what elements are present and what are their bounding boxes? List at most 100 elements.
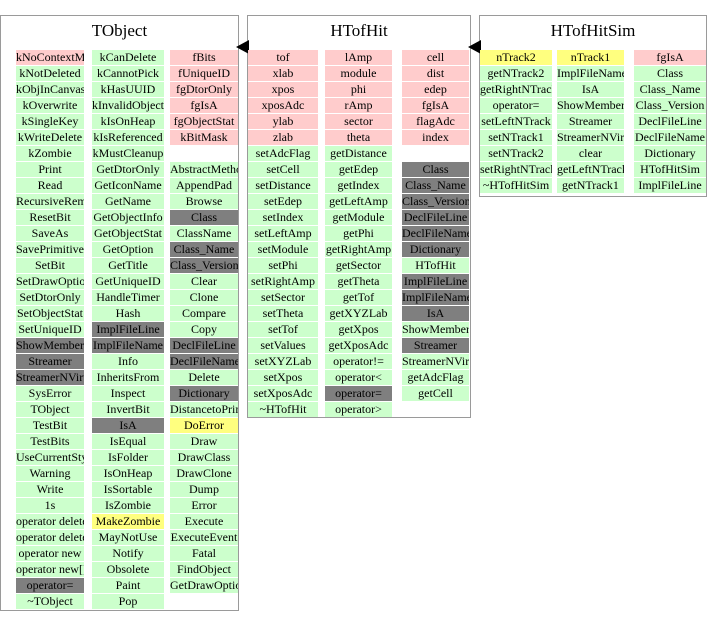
member-cell: fgIsA bbox=[402, 98, 469, 113]
member-cell: sector bbox=[325, 114, 392, 129]
member-cell: Warning bbox=[16, 466, 84, 481]
member-cell: Info bbox=[92, 354, 164, 369]
member-cell: SysError bbox=[16, 386, 84, 401]
member-cell: setValues bbox=[248, 338, 318, 353]
member-cell: index bbox=[402, 130, 469, 145]
member-cell: getLeftAmp bbox=[325, 194, 392, 209]
member-cell: IsA bbox=[402, 306, 469, 321]
member-cell: ~TObject bbox=[16, 594, 84, 609]
member-cell: kIsReferenced bbox=[92, 130, 164, 145]
member-cell: Copy bbox=[170, 322, 238, 337]
member-cell: ImplFileName bbox=[92, 338, 164, 353]
member-cell: GetDtorOnly bbox=[92, 162, 164, 177]
member-cell: kSingleKey bbox=[16, 114, 84, 129]
member-cell: IsZombie bbox=[92, 498, 164, 513]
member-cell: Fatal bbox=[170, 546, 238, 561]
member-cell: zlab bbox=[248, 130, 318, 145]
member-cell: Dictionary bbox=[402, 242, 469, 257]
member-cell: getIndex bbox=[325, 178, 392, 193]
member-cell: DeclFileName bbox=[402, 226, 469, 241]
member-cell: Class bbox=[402, 162, 469, 177]
member-cell: setNTrack1 bbox=[480, 130, 552, 145]
member-cell: SavePrimitive bbox=[16, 242, 84, 257]
member-cell: SaveAs bbox=[16, 226, 84, 241]
member-cell: GetObjectInfo bbox=[92, 210, 164, 225]
member-cell: getNTrack2 bbox=[480, 66, 552, 81]
member-cell: getCell bbox=[402, 386, 469, 401]
member-cell: GetIconName bbox=[92, 178, 164, 193]
member-cell: setRightAmp bbox=[248, 274, 318, 289]
member-cell: kBitMask bbox=[170, 130, 238, 145]
member-cell: Paint bbox=[92, 578, 164, 593]
member-cell: theta bbox=[325, 130, 392, 145]
member-cell: setEdep bbox=[248, 194, 318, 209]
member-cell: nTrack2 bbox=[480, 50, 552, 65]
member-cell: Dictionary bbox=[634, 146, 706, 161]
member-cell: Write bbox=[16, 482, 84, 497]
class-title: TObject bbox=[91, 21, 148, 40]
member-cell: kZombie bbox=[16, 146, 84, 161]
member-cell: Notify bbox=[92, 546, 164, 561]
member-cell: clear bbox=[557, 146, 624, 161]
member-cell: xposAdc bbox=[248, 98, 318, 113]
member-cell: GetDrawOption bbox=[170, 578, 238, 593]
member-cell: setTheta bbox=[248, 306, 318, 321]
member-cell: nTrack1 bbox=[557, 50, 624, 65]
member-cell: IsOnHeap bbox=[92, 466, 164, 481]
member-cell: Class_Version bbox=[634, 98, 706, 113]
member-cell: ClassName bbox=[170, 226, 238, 241]
member-cell: SetDtorOnly bbox=[16, 290, 84, 305]
member-cell: Streamer bbox=[557, 114, 624, 129]
member-cell: getTof bbox=[325, 290, 392, 305]
member-cell: 1s bbox=[16, 498, 84, 513]
member-cell: Delete bbox=[170, 370, 238, 385]
member-cell: operator new[] bbox=[16, 562, 84, 577]
member-cell: operator= bbox=[16, 578, 84, 593]
member-cell: dist bbox=[402, 66, 469, 81]
member-cell: getRightNTrack bbox=[480, 82, 552, 97]
member-cell: UseCurrentStyle bbox=[16, 450, 84, 465]
member-cell: ImplFileLine bbox=[92, 322, 164, 337]
member-cell: fgObjectStat bbox=[170, 114, 238, 129]
member-cell: DrawClone bbox=[170, 466, 238, 481]
member-cell: AppendPad bbox=[170, 178, 238, 193]
member-cell: Obsolete bbox=[92, 562, 164, 577]
class-title: HTofHitSim bbox=[550, 21, 636, 40]
member-cell: Clear bbox=[170, 274, 238, 289]
member-cell: InvertBit bbox=[92, 402, 164, 417]
member-cell: ResetBit bbox=[16, 210, 84, 225]
member-cell: getEdep bbox=[325, 162, 392, 177]
member-cell: setXposAdc bbox=[248, 386, 318, 401]
member-cell: kIsOnHeap bbox=[92, 114, 164, 129]
member-cell: IsA bbox=[557, 82, 624, 97]
member-cell: MakeZombie bbox=[92, 514, 164, 529]
member-cell: setPhi bbox=[248, 258, 318, 273]
member-cell: IsA bbox=[92, 418, 164, 433]
member-cell: operator< bbox=[325, 370, 392, 385]
member-cell: GetUniqueID bbox=[92, 274, 164, 289]
member-cell: Dictionary bbox=[170, 386, 238, 401]
member-cell: lAmp bbox=[325, 50, 392, 65]
member-cell: DrawClass bbox=[170, 450, 238, 465]
member-cell: operator= bbox=[325, 386, 392, 401]
member-cell: tof bbox=[248, 50, 318, 65]
member-cell: Class bbox=[634, 66, 706, 81]
member-cell: Class_Name bbox=[634, 82, 706, 97]
member-cell: getTheta bbox=[325, 274, 392, 289]
member-cell: kNoContextMenu bbox=[16, 50, 84, 65]
member-cell: Hash bbox=[92, 306, 164, 321]
member-cell: ImplFileLine bbox=[402, 274, 469, 289]
member-cell: operator> bbox=[325, 402, 392, 417]
member-cell: DoError bbox=[170, 418, 238, 433]
member-cell: operator!= bbox=[325, 354, 392, 369]
member-cell: Pop bbox=[92, 594, 164, 609]
member-cell: module bbox=[325, 66, 392, 81]
class-title: HTofHit bbox=[330, 21, 388, 40]
member-cell: GetTitle bbox=[92, 258, 164, 273]
member-cell: ImplFileLine bbox=[634, 178, 706, 193]
member-cell: Error bbox=[170, 498, 238, 513]
member-cell: setTof bbox=[248, 322, 318, 337]
member-cell: rAmp bbox=[325, 98, 392, 113]
member-cell: kWriteDelete bbox=[16, 130, 84, 145]
member-cell: DeclFileLine bbox=[634, 114, 706, 129]
